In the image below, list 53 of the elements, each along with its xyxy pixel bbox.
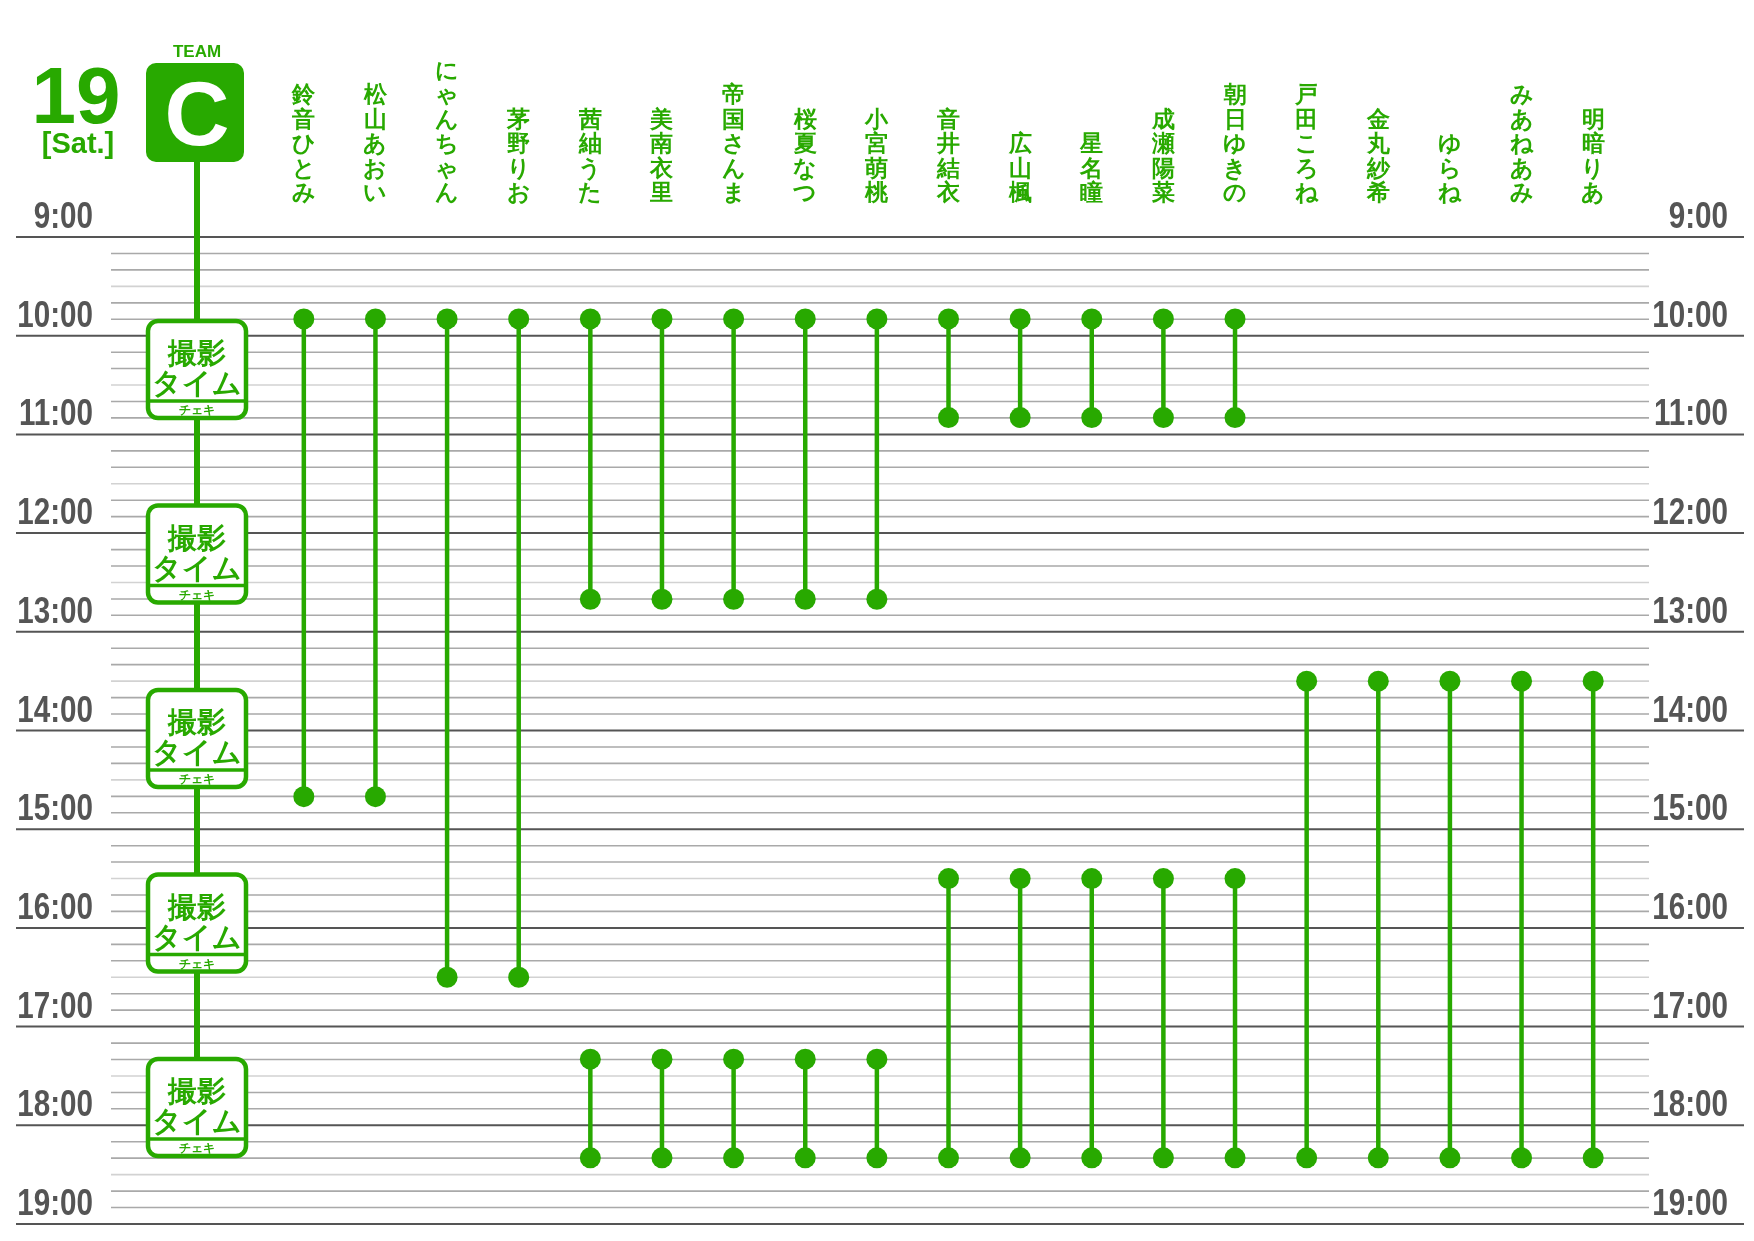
x-tick-label: 小宮萌桃: [864, 105, 890, 205]
y-tick-label: 13:00: [17, 589, 93, 631]
text: チェキ: [179, 956, 215, 971]
x-tick-label: ゆらね: [1437, 130, 1462, 205]
text: チェキ: [179, 587, 215, 602]
x-tick-label: 美南衣里: [649, 105, 675, 205]
x-tick-label: にゃんちゃん: [435, 56, 460, 205]
x-tick-label: 桜夏なつ: [792, 105, 818, 205]
y-tick-label: 19:00: [17, 1181, 93, 1223]
text: チェキ: [179, 772, 215, 786]
y2-tick-label: 16:00: [1652, 885, 1728, 927]
y2-tick-label: 17:00: [1652, 984, 1728, 1026]
y2-tick-label: 18:00: [1652, 1083, 1728, 1125]
y2-tick-label: 9:00: [1668, 194, 1728, 236]
text: 撮影タイム: [152, 705, 242, 769]
text: 撮影タイム: [152, 889, 242, 954]
text: TEAM: [172, 42, 222, 61]
text: 撮影タイム: [152, 520, 242, 585]
y-tick-label: 12:00: [17, 490, 93, 532]
y2-tick-label: 10:00: [1652, 293, 1728, 335]
y-tick-label: 17:00: [17, 984, 93, 1026]
x-tick-label: 広山楓: [1007, 130, 1032, 205]
x-tick-label: 帝国さんま: [721, 81, 746, 205]
y-tick-label: 10:00: [17, 293, 93, 335]
y-tick-label: 18:00: [17, 1083, 93, 1125]
x-tick-label: 茅野りお: [506, 105, 531, 205]
x-tick-label: 成瀬陽菜: [1150, 105, 1175, 205]
y2-tick-label: 14:00: [1652, 688, 1728, 730]
x-tick-label: 鈴音ひとみ: [291, 81, 317, 205]
x-tick-label: 明暗りあ: [1581, 105, 1606, 205]
y-tick-label: 15:00: [17, 787, 93, 828]
y2-tick-label: 13:00: [1652, 589, 1728, 631]
text: チェキ: [179, 403, 215, 417]
x-tick-label: 星名瞳: [1079, 130, 1104, 205]
x-tick-label: 松山あおい: [362, 81, 388, 205]
x-tick-label: 金丸紗希: [1365, 105, 1391, 205]
y-tick-label: 14:00: [17, 688, 93, 730]
text: 撮影タイム: [152, 336, 242, 400]
x-tick-label: みあねあみ: [1509, 81, 1534, 205]
y-tick-label: 16:00: [17, 885, 93, 927]
x-tick-label: 朝日ゆきの: [1222, 81, 1248, 205]
x-tick-label: 戸田ころね: [1294, 81, 1319, 205]
y2-tick-label: 19:00: [1652, 1181, 1728, 1223]
y2-tick-label: 11:00: [1653, 392, 1728, 434]
text: 撮影タイム: [152, 1074, 242, 1138]
x-tick-label: 茜紬うた: [577, 105, 603, 205]
x-tick-label: 音井結衣: [936, 105, 961, 205]
y2-tick-label: 12:00: [1652, 490, 1728, 532]
y-tick-label: 11:00: [18, 392, 93, 434]
text: C: [164, 64, 230, 164]
text: チェキ: [179, 1141, 215, 1155]
y-tick-label: 9:00: [33, 194, 93, 236]
y2-tick-label: 15:00: [1652, 787, 1728, 828]
